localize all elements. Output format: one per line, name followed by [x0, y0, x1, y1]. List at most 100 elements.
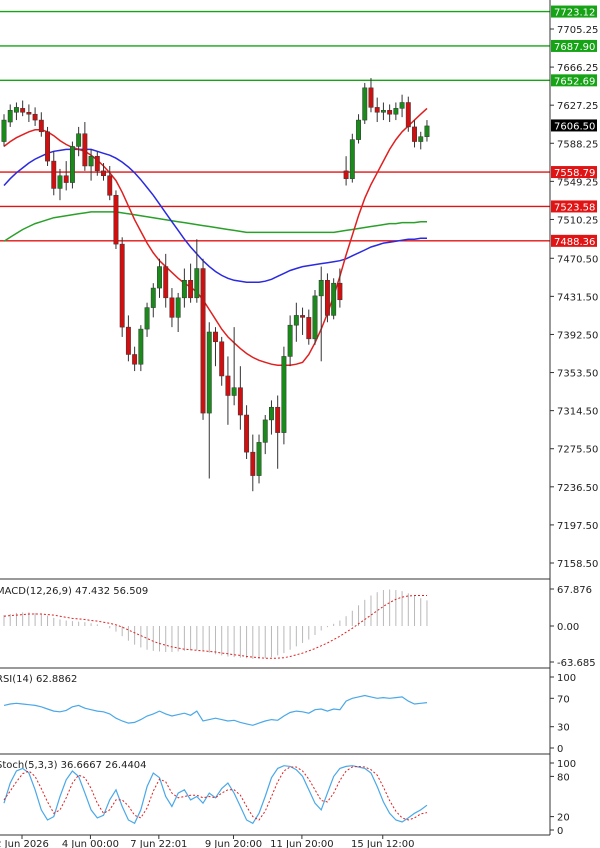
- candle: [200, 258, 206, 420]
- level-label: 7723.12: [554, 8, 595, 19]
- candle: [163, 253, 169, 308]
- rsi-line: [3, 694, 428, 726]
- candle-body: [262, 419, 268, 443]
- time-tick-label: 9 Jun 20:00: [205, 839, 262, 848]
- price-tick-label: 7431.50: [557, 292, 598, 303]
- level-lines: [0, 10, 550, 242]
- candle-body: [219, 341, 225, 377]
- rsi-tick-label: 0: [557, 744, 563, 755]
- candle-body: [157, 266, 162, 289]
- macd-tick-label: -63.685: [557, 658, 596, 669]
- candle: [306, 309, 312, 345]
- candle: [213, 327, 218, 367]
- current-price-box: [551, 119, 597, 132]
- candle-body: [318, 280, 324, 297]
- candle-body: [275, 406, 281, 433]
- candle: [343, 156, 349, 186]
- candle-body: [32, 113, 38, 121]
- candle-body: [343, 170, 349, 179]
- candle-body: [101, 170, 106, 176]
- candle-body: [206, 331, 212, 414]
- candle-body: [374, 107, 380, 113]
- candle: [356, 114, 361, 144]
- candle: [132, 346, 138, 372]
- candle: [405, 96, 411, 132]
- candle: [119, 237, 125, 337]
- candle: [387, 104, 393, 123]
- rsi-panel: 100 70 30 0 RSI(14) 62.8862: [0, 667, 576, 755]
- candle: [262, 415, 268, 455]
- candle-body: [380, 110, 386, 113]
- stoch-tick-label: 100: [557, 759, 576, 770]
- candle-body: [424, 125, 430, 137]
- price-tick-label: 7158.50: [557, 559, 598, 570]
- candle: [380, 102, 386, 121]
- rsi-tick-label: 100: [557, 673, 576, 684]
- candle-body: [163, 266, 169, 299]
- candle-body: [13, 107, 19, 113]
- candle: [150, 283, 156, 318]
- price-tick-label: 7392.50: [557, 330, 598, 341]
- price-axis: 7705.25 7666.25 7627.25 7588.25 7549.25 7510.…: [550, 5, 598, 570]
- candle: [418, 131, 424, 150]
- candle-body: [113, 195, 119, 245]
- stoch-tick-label: 80: [557, 772, 570, 783]
- candle: [113, 190, 119, 249]
- stoch-plot: 100 80 20 0: [3, 759, 576, 837]
- time-tick-label: 15 Jun 12:00: [351, 839, 415, 848]
- candle: [88, 149, 94, 181]
- candle: [63, 161, 69, 191]
- level-box: [551, 74, 597, 87]
- candle: [206, 322, 212, 479]
- candle: [51, 151, 57, 196]
- candle-body: [250, 451, 256, 476]
- candle-body: [107, 175, 113, 196]
- candle: [20, 100, 26, 117]
- level-label: 7523.58: [554, 202, 595, 213]
- candle: [424, 120, 430, 142]
- candle-body: [362, 87, 368, 121]
- candle-body: [393, 108, 399, 115]
- macd-tick-label: 67.876: [557, 585, 592, 596]
- time-tick-label: 7 Jun 22:01: [130, 839, 187, 848]
- price-tick-label: 7588.25: [557, 139, 598, 150]
- price-tick-label: 7470.50: [557, 254, 598, 265]
- candle-body: [293, 315, 299, 326]
- candle-body: [20, 108, 26, 113]
- time-tick-label: 11 Jun 20:00: [270, 839, 334, 848]
- candle-body: [175, 297, 181, 318]
- candle-body: [412, 126, 417, 142]
- candle: [337, 268, 343, 308]
- candle: [144, 302, 150, 337]
- candle-body: [94, 155, 100, 172]
- candle-body: [51, 160, 57, 189]
- candle-body: [1, 119, 7, 142]
- candle: [256, 434, 262, 484]
- price-tick-label: 7353.50: [557, 369, 598, 380]
- stoch-tick-label: 20: [557, 813, 570, 824]
- candle: [362, 82, 368, 124]
- stoch-tick-label: 0: [557, 826, 563, 837]
- candle-body: [63, 175, 69, 183]
- candle-body: [231, 387, 237, 396]
- ma-green-line: [3, 211, 427, 242]
- price-tick-label: 7666.25: [557, 63, 598, 74]
- candle: [82, 122, 88, 171]
- candle: [107, 165, 113, 201]
- candle: [331, 278, 337, 320]
- candle-body: [194, 268, 200, 299]
- candle: [7, 104, 13, 127]
- candle: [57, 168, 63, 201]
- candle: [324, 273, 330, 323]
- macd-tick-label: 0.00: [557, 622, 579, 633]
- candle-body: [256, 442, 262, 476]
- candle-body: [225, 375, 231, 396]
- rsi-plot: 100 70 30 0: [3, 673, 576, 755]
- time-tick-label: 2 Jun 2026: [0, 839, 49, 848]
- candle-body: [125, 326, 131, 355]
- candle: [237, 366, 243, 430]
- candle-body: [213, 331, 218, 343]
- candle-body: [138, 328, 144, 365]
- candle-body: [306, 317, 312, 340]
- level-box: [551, 166, 597, 179]
